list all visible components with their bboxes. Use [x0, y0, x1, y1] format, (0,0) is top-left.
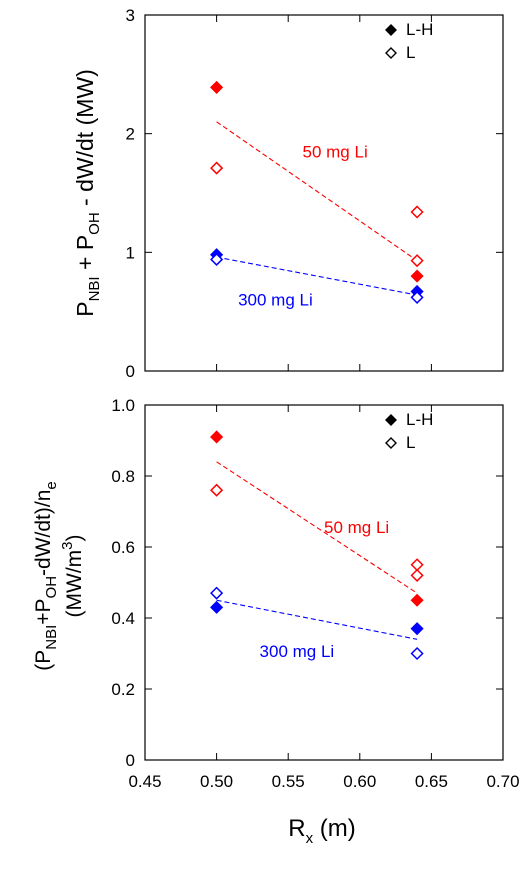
top-y-tick-label: 2 — [126, 125, 135, 144]
bottom-x-tick-label: 0.60 — [343, 772, 376, 791]
bottom-data-point — [410, 646, 424, 661]
top-trend-line — [216, 256, 418, 296]
top-data-point — [410, 205, 424, 219]
bottom-y-tick-label: 1.0 — [111, 396, 135, 415]
bottom-annotation: 50 mg Li — [324, 518, 389, 537]
x-axis-label: Rx (m) — [288, 815, 356, 847]
top-data-point — [410, 269, 424, 283]
bottom-x-tick-label: 0.65 — [415, 772, 448, 791]
top-panel: 0 1 2 3 50 mg Li 300 mg Li L-H L — [126, 6, 504, 381]
top-y-tick-label: 3 — [126, 6, 135, 25]
bottom-y-axis-label-line2: (MW/m3) — [59, 535, 86, 618]
top-data-point — [210, 80, 224, 94]
top-data-point — [210, 252, 224, 267]
bottom-x-tick-label: 0.50 — [200, 772, 233, 791]
top-legend-marker — [385, 24, 397, 36]
top-plot-frame — [144, 14, 504, 372]
bottom-data-point — [410, 568, 424, 582]
top-annotation: 50 mg Li — [303, 142, 368, 161]
bottom-plot-frame — [144, 404, 504, 761]
top-y-tick-label: 0 — [126, 362, 135, 381]
bottom-data-point — [210, 483, 224, 497]
bottom-y-tick-label: 0.6 — [111, 538, 135, 557]
top-legend-label: L-H — [406, 20, 433, 39]
bottom-legend-label: L-H — [406, 410, 433, 429]
bottom-y-tick-label: 0 — [126, 751, 135, 770]
top-y-axis-label: PNBI + POH - dW/dt (MW) — [72, 69, 103, 317]
bottom-data-point — [210, 586, 224, 600]
bottom-data-point — [410, 593, 424, 607]
bottom-annotation: 300 mg Li — [260, 642, 335, 661]
top-data-point — [410, 254, 424, 268]
bottom-legend-label: L — [406, 433, 415, 452]
bottom-data-point — [410, 622, 424, 636]
bottom-x-tick-label: 0.45 — [128, 772, 161, 791]
bottom-legend-marker — [385, 414, 397, 426]
bottom-y-axis-label-line1: (PNBI+POH-dW/dt)/ne — [32, 481, 60, 671]
bottom-panel: 0.45 0.50 0.55 0.60 0.65 0.70 0 0.2 0.4 0.6 0.8 1.0… — [111, 396, 519, 791]
bottom-legend-marker — [385, 437, 397, 449]
bottom-trend-line — [216, 599, 418, 640]
top-data-point — [410, 290, 424, 304]
bottom-y-tick-label: 0.4 — [111, 609, 135, 628]
top-trend-line — [216, 121, 418, 262]
top-annotation: 300 mg Li — [238, 291, 313, 310]
bottom-y-tick-label: 0.2 — [111, 680, 135, 699]
bottom-x-tick-label: 0.70 — [486, 772, 519, 791]
top-legend-label: L — [406, 43, 415, 62]
bottom-data-point — [210, 600, 224, 614]
top-legend-marker — [385, 47, 397, 59]
bottom-y-tick-label: 0.8 — [111, 467, 135, 486]
bottom-data-point — [210, 430, 224, 444]
bottom-data-point — [410, 558, 424, 572]
top-data-point — [210, 161, 224, 175]
top-y-tick-label: 1 — [126, 243, 135, 262]
bottom-x-tick-label: 0.55 — [272, 772, 305, 791]
